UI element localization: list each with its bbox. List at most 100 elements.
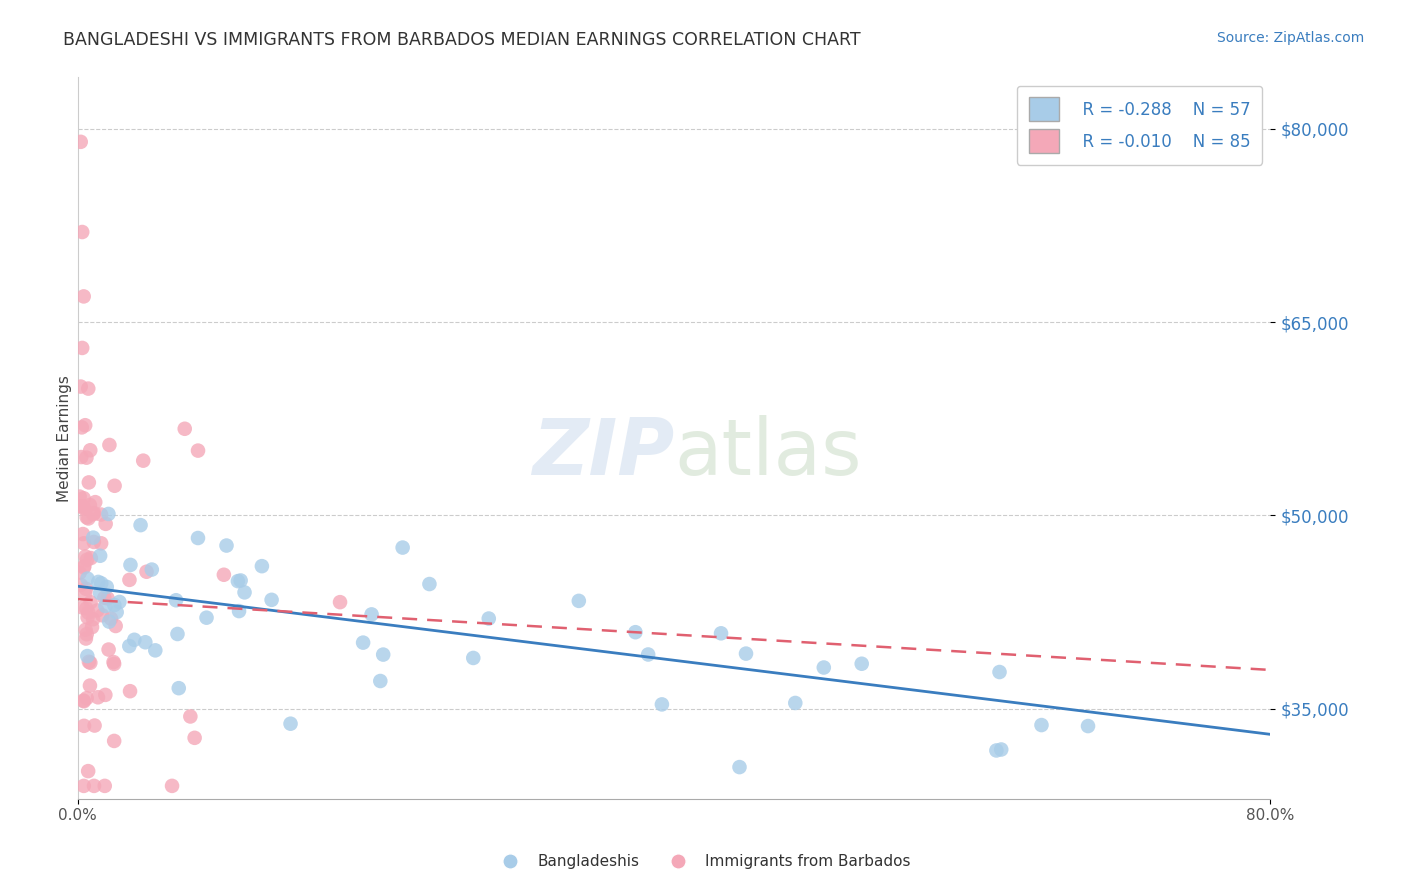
Point (90, 508, 112, 522)
Point (79, 595, 101, 609)
Point (373, 648, 395, 662)
Point (77, 764, 100, 778)
Point (329, 595, 352, 609)
Point (1031, 718, 1053, 732)
Point (83, 718, 105, 732)
Point (86, 603, 108, 617)
Point (166, 627, 188, 641)
Point (360, 607, 382, 622)
Point (77, 382, 100, 396)
Point (100, 611, 122, 625)
Point (76, 572, 98, 586)
Point (463, 651, 485, 665)
Point (368, 673, 391, 688)
Legend: Bangladeshis, Immigrants from Barbados: Bangladeshis, Immigrants from Barbados (489, 848, 917, 875)
Point (97, 507, 120, 521)
Point (72, 600, 94, 615)
Point (70, 450, 93, 464)
Point (73, 779, 96, 793)
Point (75, 623, 97, 637)
Point (75, 582, 97, 596)
Point (988, 665, 1011, 679)
Point (96, 580, 118, 594)
Point (76, 691, 98, 706)
Point (97, 591, 120, 606)
Point (69, 566, 91, 580)
Point (72, 491, 94, 506)
Point (80, 620, 103, 634)
Point (73, 559, 96, 574)
Point (82, 531, 104, 545)
Point (179, 709, 201, 723)
Point (76, 510, 98, 524)
Point (76, 553, 98, 567)
Point (72, 499, 94, 513)
Point (228, 604, 250, 618)
Point (94, 599, 117, 613)
Point (77, 511, 100, 525)
Point (97, 642, 120, 657)
Point (79, 656, 101, 670)
Point (160, 779, 183, 793)
Point (637, 648, 659, 662)
Point (103, 655, 125, 669)
Point (79, 498, 101, 512)
Point (75, 549, 97, 564)
Point (69, 500, 91, 514)
Point (73, 560, 96, 574)
Point (90, 536, 112, 550)
Point (77, 475, 100, 490)
Point (226, 574, 249, 588)
Point (82, 612, 104, 626)
Text: atlas: atlas (673, 415, 862, 491)
Point (76, 649, 98, 664)
Point (103, 734, 125, 748)
Text: BANGLADESHI VS IMMIGRANTS FROM BARBADOS MEDIAN EARNINGS CORRELATION CHART: BANGLADESHI VS IMMIGRANTS FROM BARBADOS … (63, 31, 860, 49)
Point (73, 289, 96, 303)
Point (76, 627, 98, 641)
Point (710, 626, 733, 640)
Point (93, 591, 115, 605)
Point (98, 438, 121, 452)
Point (89, 549, 111, 563)
Point (187, 443, 209, 458)
Y-axis label: Median Earnings: Median Earnings (58, 375, 72, 501)
Point (87, 690, 110, 705)
Point (108, 595, 131, 609)
Point (250, 559, 273, 574)
Point (120, 558, 142, 572)
Point (94, 688, 117, 702)
Point (79, 443, 101, 458)
Point (93, 779, 115, 793)
Point (70, 225, 93, 239)
Point (135, 565, 157, 579)
Point (70, 420, 93, 434)
Point (568, 594, 591, 608)
Point (352, 635, 374, 649)
Legend:   R = -0.288    N = 57,   R = -0.010    N = 85: R = -0.288 N = 57, R = -0.010 N = 85 (1017, 86, 1263, 165)
Point (72, 527, 94, 541)
Point (90, 576, 112, 591)
Point (1077, 719, 1099, 733)
Point (141, 563, 163, 577)
Point (104, 479, 127, 493)
Point (83, 506, 105, 520)
Point (233, 585, 256, 599)
Point (478, 611, 501, 625)
Point (183, 731, 205, 745)
Point (72, 693, 94, 707)
Point (212, 567, 235, 582)
Point (624, 625, 647, 640)
Text: Source: ZipAtlas.com: Source: ZipAtlas.com (1216, 31, 1364, 45)
Point (84, 495, 107, 509)
Point (105, 605, 128, 619)
Point (87, 574, 110, 589)
Point (173, 422, 195, 436)
Point (91, 608, 114, 623)
Point (118, 639, 141, 653)
Point (73, 501, 96, 516)
Point (69, 490, 91, 504)
Point (75, 601, 97, 615)
Point (83, 779, 105, 793)
Point (75, 450, 97, 465)
